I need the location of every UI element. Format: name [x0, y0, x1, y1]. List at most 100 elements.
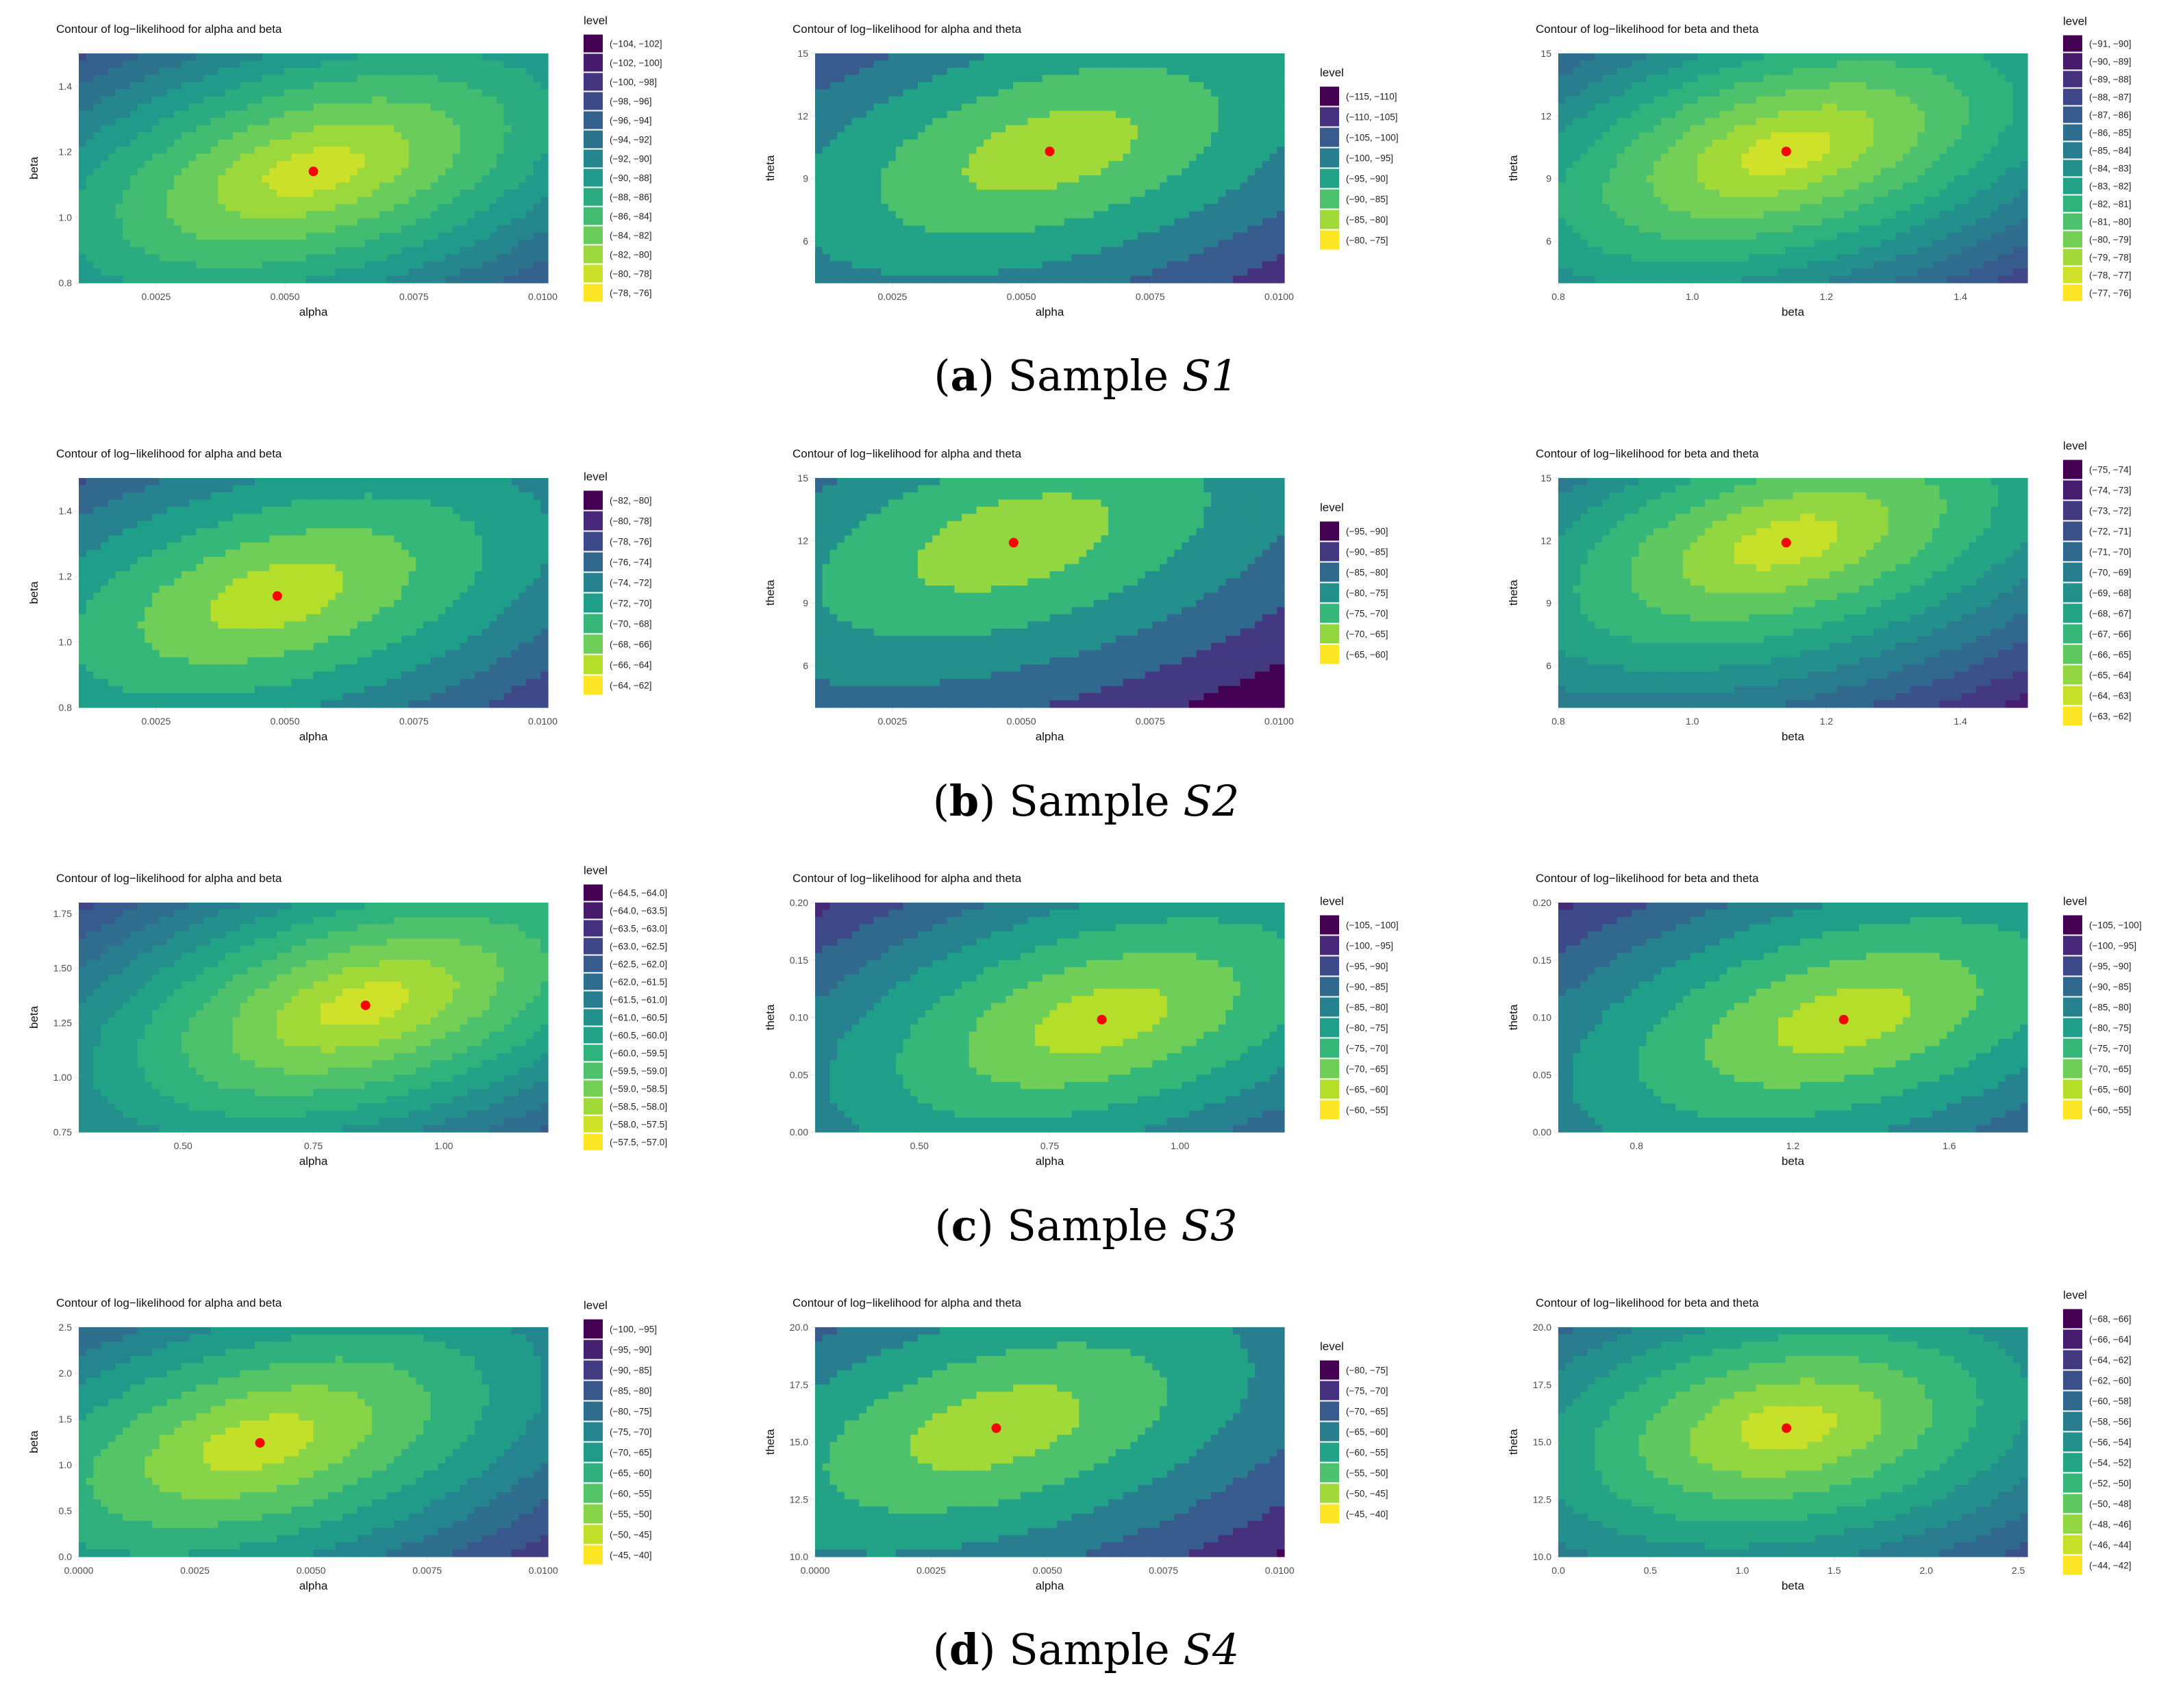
- legend-swatch: [2063, 1351, 2082, 1370]
- legend-swatch: [2063, 214, 2082, 230]
- legend-label: (−59.0, −58.5]: [610, 1084, 667, 1094]
- panel-title: Contour of log−likelihood for beta and t…: [1536, 1296, 1759, 1309]
- legend-swatch: [2063, 666, 2082, 685]
- legend-swatch: [584, 614, 603, 633]
- legend-swatch: [2063, 522, 2082, 541]
- contour-fill: [1558, 903, 2028, 1133]
- caption-b: (b) Sample S2: [0, 776, 2172, 826]
- x-tick-label: 1.0: [1686, 716, 1699, 727]
- legend-swatch: [584, 188, 603, 206]
- legend-swatch: [584, 35, 603, 53]
- x-axis-label: beta: [1782, 730, 1805, 743]
- x-tick-label: 0.8: [1551, 716, 1565, 727]
- legend-swatch: [2063, 481, 2082, 500]
- legend-label: (−70, −68]: [610, 619, 652, 629]
- legend-swatch: [584, 1027, 603, 1044]
- legend-label: (−60, −55]: [1346, 1448, 1388, 1458]
- panel-title: Contour of log−likelihood for alpha and …: [56, 23, 282, 36]
- legend-label: (−90, −85]: [610, 1366, 652, 1376]
- y-tick-label: 1.4: [59, 505, 73, 516]
- mle-point: [1097, 1015, 1107, 1025]
- legend-swatch: [584, 1464, 603, 1483]
- legend-label: (−82, −81]: [2089, 199, 2132, 210]
- legend-label: (−66, −65]: [2089, 650, 2132, 660]
- x-axis-label: beta: [1782, 305, 1805, 318]
- legend-title: level: [1320, 1340, 1344, 1353]
- y-axis-label: theta: [764, 1429, 777, 1455]
- legend-swatch: [584, 1045, 603, 1062]
- contour-fill: [815, 903, 1285, 1133]
- y-tick-label: 12: [797, 110, 808, 121]
- legend-label: (−80, −75]: [1346, 588, 1388, 599]
- legend-label: (−72, −71]: [2089, 527, 2132, 537]
- x-tick-label: 1.5: [1827, 1565, 1841, 1576]
- legend-swatch: [2063, 178, 2082, 194]
- legend-label: (−95, −90]: [610, 1345, 652, 1355]
- legend-swatch: [2063, 645, 2082, 664]
- legend-label: (−102, −100]: [610, 58, 662, 68]
- y-tick-label: 6: [803, 236, 808, 247]
- x-tick-label: 0.0075: [399, 291, 429, 302]
- panel-r4-c1: Contour of log−likelihood for alpha and …: [27, 1296, 657, 1592]
- legend-label: (−50, −48]: [2089, 1499, 2132, 1509]
- panel-title: Contour of log−likelihood for alpha and …: [56, 872, 282, 885]
- y-tick-label: 0.00: [790, 1127, 808, 1138]
- legend-swatch: [2063, 1494, 2082, 1514]
- legend-label: (−70, −65]: [610, 1448, 652, 1458]
- y-tick-label: 10.0: [1533, 1551, 1551, 1562]
- legend-swatch: [2063, 1515, 2082, 1534]
- legend-swatch: [584, 1443, 603, 1462]
- legend-label: (−46, −44]: [2089, 1540, 2132, 1550]
- x-tick-label: 1.4: [1953, 291, 1967, 302]
- legend-swatch: [584, 112, 603, 129]
- legend-label: (−80, −78]: [610, 516, 652, 527]
- legend-swatch: [584, 1484, 603, 1503]
- legend-swatch: [2063, 1433, 2082, 1452]
- mle-point: [1782, 1423, 1791, 1433]
- y-tick-label: 15: [1540, 473, 1551, 483]
- legend-swatch: [2063, 160, 2082, 177]
- contour-fill: [815, 1327, 1285, 1557]
- y-axis-label: theta: [764, 155, 777, 181]
- legend-swatch: [1320, 625, 1339, 644]
- y-tick-label: 0.20: [790, 897, 808, 908]
- legend-label: (−74, −73]: [2089, 486, 2132, 496]
- legend-swatch: [2063, 604, 2082, 623]
- legend-label: (−90, −88]: [610, 173, 652, 184]
- legend-label: (−89, −88]: [2089, 75, 2132, 85]
- x-tick-label: 0.0100: [1265, 1565, 1295, 1576]
- legend-swatch: [584, 1422, 603, 1442]
- legend-label: (−85, −80]: [1346, 1003, 1388, 1013]
- legend-swatch: [584, 54, 603, 72]
- legend-label: (−85, −80]: [2089, 1003, 2132, 1013]
- legend-label: (−80, −75]: [1346, 236, 1388, 246]
- legend-swatch: [2063, 1018, 2082, 1038]
- legend-label: (−90, −85]: [1346, 547, 1388, 557]
- legend-label: (−54, −52]: [2089, 1458, 2132, 1468]
- legend-label: (−70, −65]: [2089, 1064, 2132, 1075]
- x-axis-label: beta: [1782, 1155, 1805, 1168]
- x-tick-label: 1.2: [1820, 291, 1834, 302]
- x-tick-label: 0.0100: [528, 291, 558, 302]
- x-axis-label: alpha: [1036, 305, 1064, 318]
- x-tick-label: 0.0100: [1264, 291, 1294, 302]
- x-axis-label: alpha: [1036, 730, 1064, 743]
- legend-label: (−90, −85]: [2089, 982, 2132, 992]
- legend-swatch: [2063, 196, 2082, 212]
- legend-swatch: [1320, 1402, 1339, 1421]
- legend-label: (−68, −66]: [610, 640, 652, 650]
- legend-title: level: [1320, 501, 1344, 514]
- y-tick-label: 6: [803, 660, 808, 671]
- legend-label: (−95, −90]: [1346, 527, 1388, 537]
- legend-swatch: [2063, 1080, 2082, 1099]
- legend-swatch: [1320, 108, 1339, 127]
- x-tick-label: 1.6: [1943, 1140, 1956, 1151]
- legend-swatch: [584, 573, 603, 592]
- legend-title: level: [584, 470, 608, 483]
- legend-label: (−82, −80]: [610, 250, 652, 260]
- legend-label: (−45, −40]: [1346, 1509, 1388, 1520]
- y-tick-label: 15: [797, 48, 808, 59]
- legend-label: (−85, −80]: [1346, 215, 1388, 225]
- legend-label: (−66, −64]: [610, 660, 652, 670]
- legend-swatch: [1320, 87, 1339, 106]
